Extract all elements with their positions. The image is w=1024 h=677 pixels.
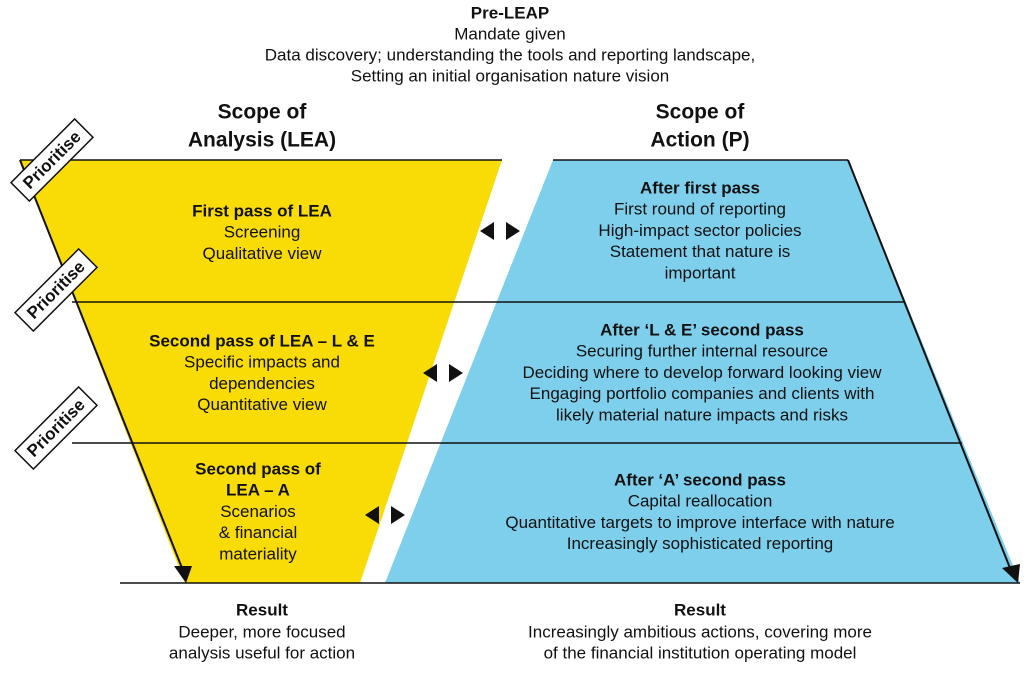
cell-text: Engaging portfolio companies and clients…	[530, 384, 875, 403]
result-text: Increasingly ambitious actions, covering…	[528, 622, 872, 641]
result-text: Deeper, more focused	[178, 622, 345, 641]
cell-text: materiality	[219, 544, 297, 563]
header-text: Data discovery; understanding the tools …	[265, 45, 755, 64]
cell-heading: Second pass of	[195, 459, 321, 478]
tag-box	[9, 117, 95, 203]
cell-text: important	[665, 263, 736, 282]
prioritise-tag: Prioritise	[13, 385, 99, 471]
double-arrow	[423, 364, 463, 382]
arrow-line	[19, 159, 183, 569]
result-title: Result	[674, 600, 726, 619]
cell-text: likely material nature impacts and risks	[556, 405, 848, 424]
column-title: Scope of	[656, 101, 746, 124]
column-title: Analysis (LEA)	[188, 129, 336, 152]
double-arrow	[480, 222, 520, 240]
result-title: Result	[236, 600, 288, 619]
cell-text: Screening	[224, 223, 301, 242]
cell-text: dependencies	[209, 374, 315, 393]
cell-text: Statement that nature is	[610, 242, 791, 261]
tag-box	[13, 385, 99, 471]
cell-text: Qualitative view	[202, 244, 322, 263]
action-funnel	[385, 160, 1020, 583]
header-text: Mandate given	[454, 24, 566, 43]
cell-text: High-impact sector policies	[598, 221, 801, 240]
arrow-head	[174, 566, 192, 583]
column-title: Action (P)	[650, 129, 749, 152]
tag-box	[13, 247, 99, 333]
column-title: Scope of	[218, 101, 308, 124]
cell-text: Securing further internal resource	[576, 342, 828, 361]
result-text: of the financial institution operating m…	[544, 643, 857, 662]
header-text: Setting an initial organisation nature v…	[351, 66, 669, 85]
cell-heading: After ‘L & E’ second pass	[600, 320, 804, 339]
cell-heading: After ‘A’ second pass	[614, 470, 786, 489]
cell-heading: LEA – A	[226, 481, 290, 500]
cell-text: Specific impacts and	[184, 353, 340, 372]
cell-heading: Second pass of LEA – L & E	[149, 331, 375, 350]
cell-text: Capital reallocation	[628, 492, 773, 511]
cell-text: Quantitative targets to improve interfac…	[505, 513, 894, 532]
tag-label: Prioritise	[23, 395, 89, 461]
arrow-line	[847, 159, 1011, 569]
double-arrow	[365, 506, 405, 524]
cell-text: Increasingly sophisticated reporting	[567, 534, 833, 553]
cell-text: Deciding where to develop forward lookin…	[522, 363, 882, 382]
cell-text: & financial	[219, 523, 297, 542]
analysis-funnel	[20, 160, 502, 583]
result-text: analysis useful for action	[169, 643, 355, 662]
cell-text: First round of reporting	[614, 200, 786, 219]
arrow-head	[1002, 564, 1020, 583]
cell-heading: After first pass	[640, 178, 760, 197]
header-title: Pre-LEAP	[471, 3, 549, 22]
cell-heading: First pass of LEA	[192, 201, 332, 220]
cell-text: Scenarios	[220, 502, 296, 521]
cell-text: Quantitative view	[197, 395, 327, 414]
